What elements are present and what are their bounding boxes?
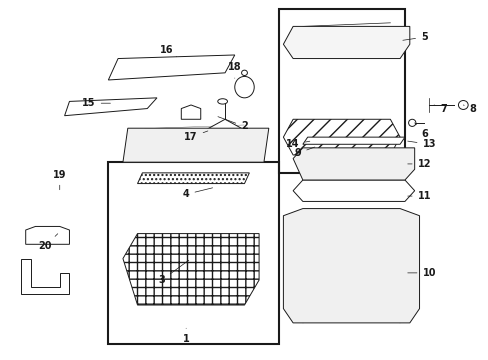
Text: 13: 13	[407, 139, 435, 149]
Polygon shape	[181, 105, 201, 119]
Polygon shape	[283, 119, 399, 155]
Polygon shape	[21, 258, 69, 294]
Text: 10: 10	[407, 268, 435, 278]
Text: 15: 15	[82, 98, 110, 108]
Polygon shape	[108, 55, 234, 80]
Bar	[108, 162, 278, 344]
Text: 8: 8	[462, 104, 475, 113]
Polygon shape	[292, 180, 414, 202]
Text: 2: 2	[218, 117, 247, 131]
Text: 5: 5	[402, 32, 427, 42]
Ellipse shape	[408, 119, 415, 126]
Ellipse shape	[217, 99, 227, 104]
Text: 20: 20	[39, 234, 58, 251]
Text: 12: 12	[407, 159, 430, 169]
Polygon shape	[302, 137, 404, 144]
Polygon shape	[283, 26, 409, 59]
Text: 18: 18	[227, 63, 241, 78]
Polygon shape	[292, 148, 414, 180]
Ellipse shape	[458, 100, 467, 109]
Ellipse shape	[234, 76, 254, 98]
Polygon shape	[64, 98, 157, 116]
Text: 19: 19	[53, 170, 66, 190]
Text: 1: 1	[183, 328, 189, 344]
Text: 9: 9	[294, 147, 314, 158]
Text: 14: 14	[286, 139, 309, 149]
Polygon shape	[137, 173, 249, 184]
Text: 7: 7	[433, 104, 447, 113]
Text: 16: 16	[160, 45, 176, 57]
Ellipse shape	[241, 70, 247, 76]
Text: 6: 6	[414, 123, 427, 139]
Polygon shape	[26, 226, 69, 244]
Polygon shape	[122, 128, 268, 162]
Bar	[278, 9, 404, 173]
Text: 17: 17	[184, 131, 207, 142]
Polygon shape	[205, 119, 244, 144]
Text: 4: 4	[183, 188, 212, 199]
Polygon shape	[283, 208, 419, 323]
Text: 11: 11	[407, 191, 430, 201]
Polygon shape	[122, 234, 259, 305]
Text: 3: 3	[158, 260, 188, 285]
